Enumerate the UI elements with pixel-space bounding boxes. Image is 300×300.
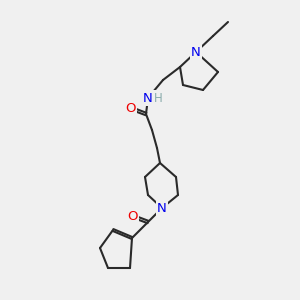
- Text: O: O: [127, 209, 137, 223]
- Text: H: H: [154, 92, 162, 104]
- Text: O: O: [125, 101, 135, 115]
- Text: N: N: [191, 46, 201, 59]
- Text: N: N: [157, 202, 167, 214]
- Text: N: N: [143, 92, 153, 104]
